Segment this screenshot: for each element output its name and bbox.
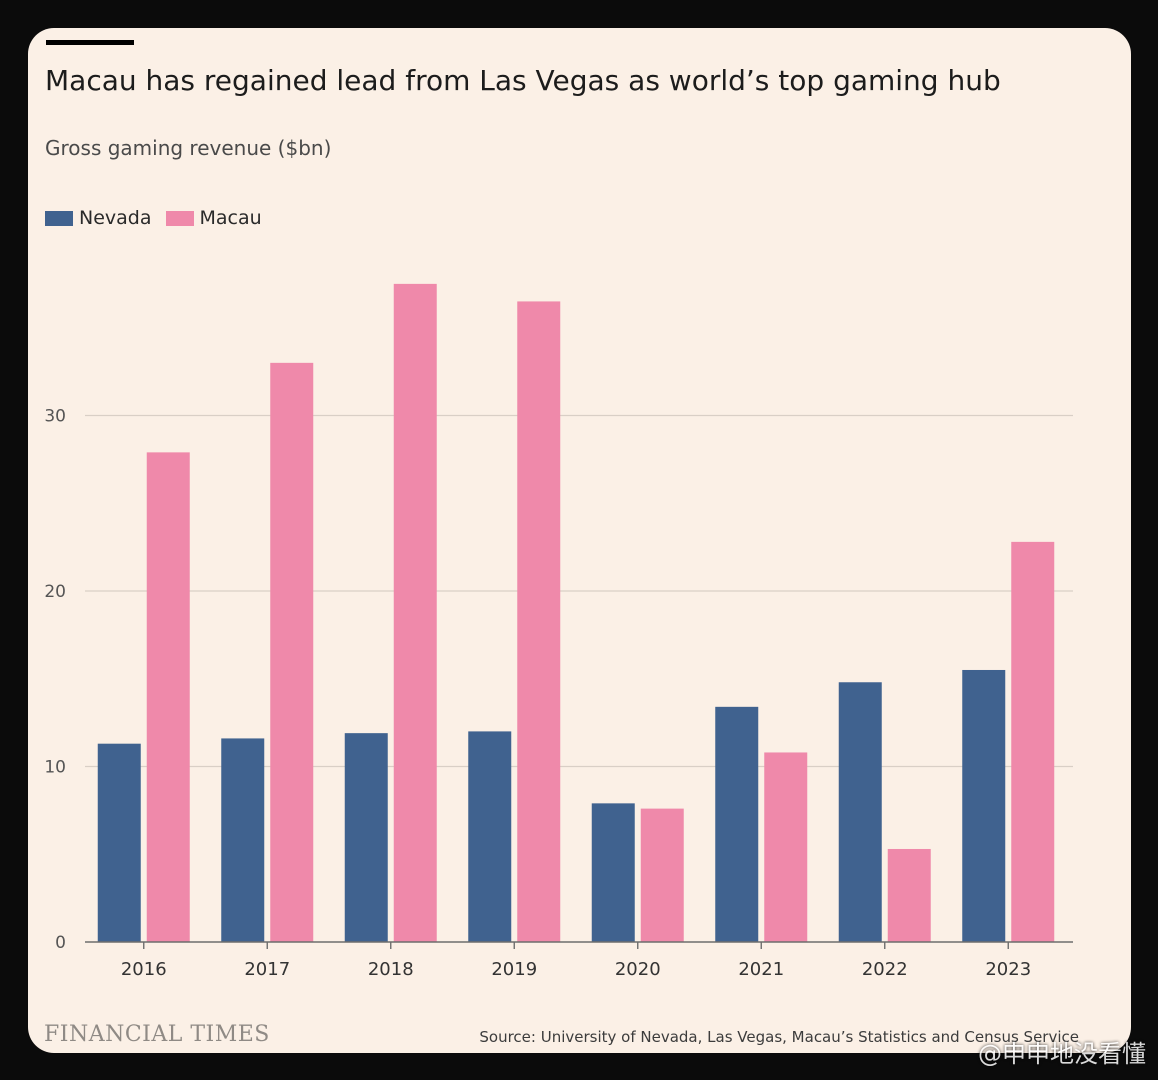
x-tick-label-2018: 2018	[368, 959, 414, 980]
x-tick-label-2022: 2022	[862, 959, 908, 980]
bar-macau-2018	[393, 283, 437, 942]
legend-item-nevada: Nevada	[45, 207, 152, 229]
bar-macau-2019	[517, 301, 561, 942]
y-tick-label-20: 20	[44, 582, 66, 602]
bar-macau-2023	[1011, 541, 1055, 942]
legend-swatch-nevada	[45, 210, 73, 226]
y-tick-label-30: 30	[44, 407, 66, 427]
legend-item-macau: Macau	[165, 207, 262, 229]
legend-swatch-macau	[165, 210, 194, 226]
bar-macau-2020	[640, 808, 684, 942]
x-tick-label-2016: 2016	[121, 959, 167, 980]
bar-nevada-2022	[838, 682, 882, 942]
y-tick-label-0: 0	[55, 933, 66, 953]
bar-nevada-2020	[591, 803, 635, 942]
bar-nevada-2023	[962, 669, 1006, 942]
legend-label-macau: Macau	[199, 207, 262, 229]
x-tick-label-2021: 2021	[738, 959, 784, 980]
bar-nevada-2017	[221, 738, 265, 942]
ft-logo: FINANCIAL TIMES	[44, 1022, 270, 1047]
bar-nevada-2021	[715, 706, 759, 942]
chart-subtitle: Gross gaming revenue ($bn)	[45, 136, 332, 160]
x-tick-label-2017: 2017	[244, 959, 290, 980]
ft-topbar	[46, 40, 134, 45]
x-tick-label-2019: 2019	[491, 959, 537, 980]
chart-card: Macau has regained lead from Las Vegas a…	[28, 28, 1131, 1053]
bar-chart: 0 10 20 30 2016 2017 2018 2019 2020 2021 2022 2023	[44, 283, 1073, 980]
bar-macau-2016	[146, 452, 190, 942]
chart-title: Macau has regained lead from Las Vegas a…	[45, 64, 1001, 97]
bar-macau-2017	[270, 362, 314, 943]
bar-macau-2021	[764, 752, 808, 942]
y-tick-label-10: 10	[44, 758, 66, 778]
x-tick-label-2023: 2023	[985, 959, 1031, 980]
source-note: Source: University of Nevada, Las Vegas,…	[479, 1028, 1079, 1046]
weibo-watermark: @申申地没看懂	[978, 1040, 1146, 1068]
bar-nevada-2019	[468, 731, 512, 942]
bar-nevada-2016	[97, 743, 141, 942]
legend: Nevada Macau	[45, 207, 262, 229]
bar-macau-2022	[887, 848, 931, 942]
x-tick-label-2020: 2020	[615, 959, 661, 980]
legend-label-nevada: Nevada	[79, 207, 152, 229]
bar-nevada-2018	[344, 733, 388, 942]
